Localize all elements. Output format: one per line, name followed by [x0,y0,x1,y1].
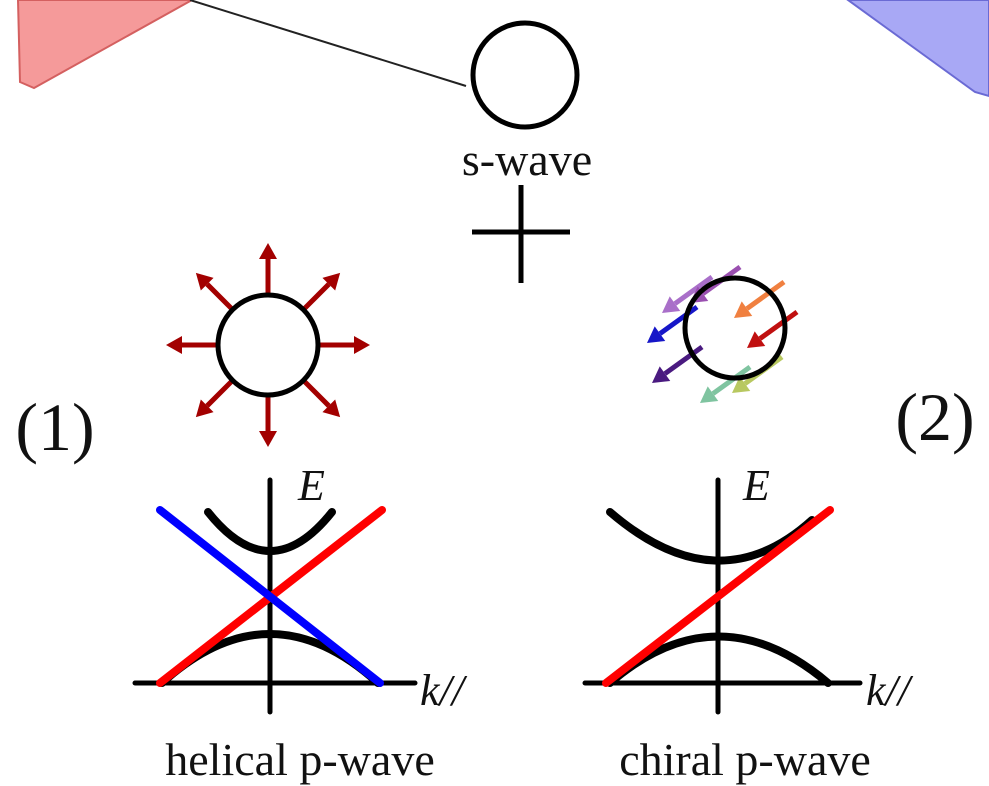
s-wave-circle [473,23,577,127]
panel-number: (1) [15,389,94,465]
helical-bands [135,480,415,712]
panel-number: (2) [895,379,974,455]
left-plate [18,0,192,88]
arrow-head [259,243,277,259]
chiral-bands [585,480,860,712]
diagram: s-wave (1) (2) E k// E k// helical p-wav… [0,0,989,786]
arrow-head [166,336,182,354]
arrow-head [259,431,277,447]
energy-axis-label: E [742,461,770,510]
arrow [760,312,797,339]
s-wave-label: s-wave [462,134,592,185]
caption: chiral p-wave [619,734,871,785]
momentum-axis-label: k// [420,666,468,715]
arrow-head [354,336,370,354]
right-plate [848,0,989,96]
arrow [305,284,329,308]
arrow [207,382,231,406]
arrow [305,382,329,406]
energy-axis-label: E [297,461,325,510]
caption: helical p-wave [165,734,434,785]
pointer-line [190,0,466,86]
helical-circle [218,295,318,395]
chiral-circle [685,278,785,378]
arrow [207,284,231,308]
momentum-axis-label: k// [866,666,914,715]
arrows [166,243,797,447]
upper-band [610,512,812,561]
